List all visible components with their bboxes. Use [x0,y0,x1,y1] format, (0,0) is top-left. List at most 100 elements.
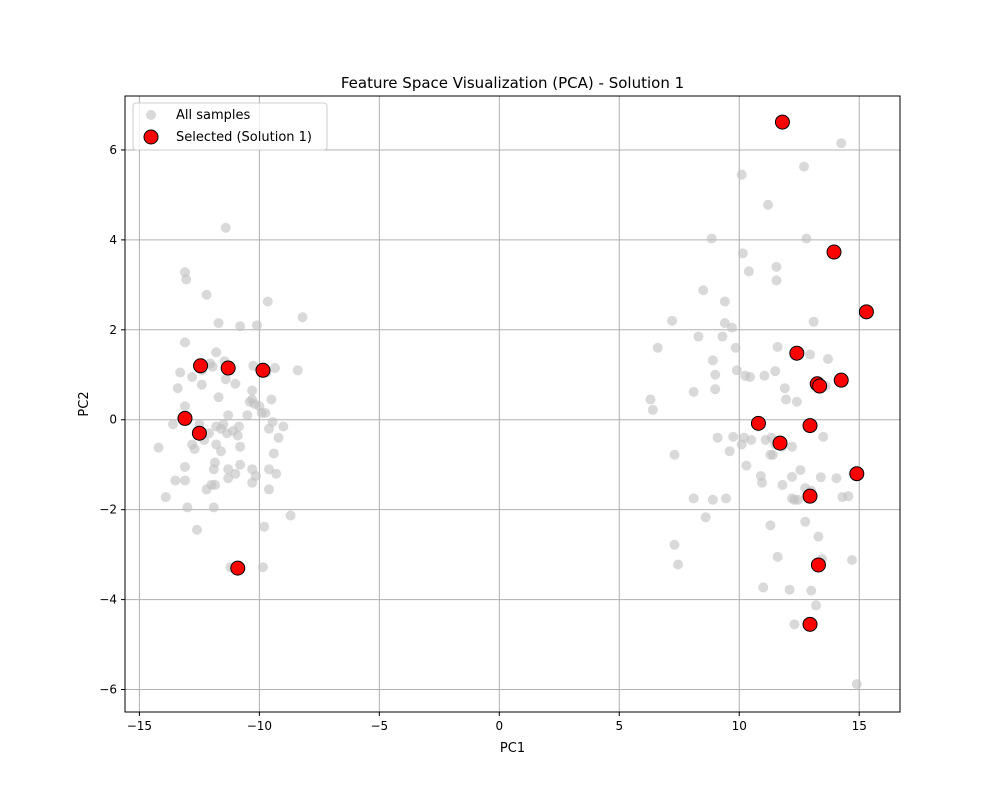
all-sample-point [242,410,253,421]
all-samples-series [153,138,862,690]
all-sample-point [652,342,663,353]
all-sample-point [267,416,278,427]
all-sample-point [784,584,795,595]
all-sample-point [717,331,728,342]
all-sample-point [269,363,280,374]
all-sample-point [647,404,658,415]
all-sample-point [710,384,721,395]
all-sample-point [262,296,273,307]
all-sample-point [223,410,234,421]
all-sample-point [765,520,776,531]
all-sample-point [787,471,798,482]
all-sample-point [741,460,752,471]
all-sample-point [213,318,224,329]
all-sample-point [851,679,862,690]
all-sample-point [160,492,171,503]
selected-point [177,410,193,426]
all-sample-point [235,321,246,332]
all-sample-point [758,582,769,593]
all-sample-point [285,510,296,521]
all-sample-point [706,233,717,244]
all-sample-point [271,468,282,479]
all-sample-point [787,441,798,452]
legend-label-all-samples: All samples [176,108,251,123]
all-sample-point [187,372,198,383]
all-sample-point [209,457,220,468]
selected-point [774,114,790,130]
all-sample-point [831,473,842,484]
all-sample-point [179,337,190,348]
all-sample-point [757,477,768,488]
all-sample-point [811,600,822,611]
selected-point [772,435,788,451]
all-sample-point [688,386,699,397]
all-sample-point [781,394,792,405]
all-sample-point [196,379,207,390]
selected-point [833,372,849,388]
all-sample-point [259,521,270,532]
all-sample-point [805,349,816,360]
selected-point [230,560,246,576]
all-sample-point [247,385,258,396]
all-sample-point [223,464,234,475]
all-sample-point [759,370,770,381]
all-sample-point [211,347,222,358]
legend: All samples Selected (Solution 1) [132,102,328,151]
all-sample-point [707,355,718,366]
x-tick-label: −15 [127,719,152,733]
all-sample-point [220,222,231,233]
y-tick-label: −4 [99,593,117,607]
all-sample-point [707,494,718,505]
all-sample-point [728,431,739,442]
all-sample-point [771,261,782,272]
all-sample-point [710,369,721,380]
all-sample-point [770,366,781,377]
all-sample-point [688,493,699,504]
all-sample-point [263,464,274,475]
all-sample-point [801,233,812,244]
y-axis-label: PC2 [77,391,92,416]
selected-point [802,488,818,504]
all-sample-point [233,421,244,432]
all-sample-point [191,524,202,535]
x-tick-label: 0 [495,719,503,733]
selected-point [789,345,805,361]
all-sample-point [232,430,243,441]
all-sample-point [669,539,680,550]
axis-ticks: −15 −10 −5 0 5 10 15 −6 −4 −2 0 2 4 6 [99,143,867,733]
all-sample-point [724,446,735,457]
all-sample-point [153,442,164,453]
all-sample-point [730,342,741,353]
all-sample-point [667,315,678,326]
all-sample-point [777,479,788,490]
all-sample-point [179,461,190,472]
legend-box [132,102,328,151]
x-tick-label: −5 [370,719,388,733]
all-sample-point [230,378,241,389]
all-sample-point [815,472,826,483]
all-sample-point [746,434,757,445]
all-sample-point [712,432,723,443]
y-tick-label: −2 [99,503,117,517]
all-sample-point [263,484,274,495]
all-sample-point [207,361,218,372]
x-axis-label: PC1 [500,741,525,756]
all-sample-point [179,475,190,486]
x-tick-label: 15 [852,719,867,733]
all-sample-point [772,341,783,352]
all-sample-point [719,296,730,307]
all-sample-point [645,394,656,405]
all-sample-point [737,248,748,259]
all-sample-point [251,320,262,331]
grid [125,96,900,712]
all-sample-point [763,199,774,210]
selected-point [812,378,828,394]
all-sample-point [693,331,704,342]
all-sample-point [215,446,226,457]
all-sample-point [731,365,742,376]
all-sample-point [273,432,284,443]
all-sample-point [257,562,268,573]
all-sample-point [806,585,817,596]
all-sample-point [179,401,190,412]
all-sample-point [772,551,783,562]
